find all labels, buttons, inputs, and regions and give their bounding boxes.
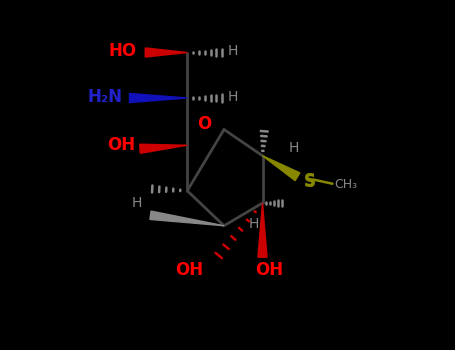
Polygon shape xyxy=(150,211,224,226)
Text: S: S xyxy=(304,172,316,190)
Text: H: H xyxy=(131,196,142,210)
Polygon shape xyxy=(145,48,187,57)
Text: O: O xyxy=(197,115,212,133)
Polygon shape xyxy=(130,93,187,103)
Text: H: H xyxy=(228,44,238,58)
Polygon shape xyxy=(258,203,267,257)
Text: H: H xyxy=(228,90,238,104)
Text: S: S xyxy=(304,173,316,191)
Text: OH: OH xyxy=(175,261,203,279)
Text: HO: HO xyxy=(108,42,136,60)
Text: H: H xyxy=(248,217,259,231)
Text: H: H xyxy=(289,141,299,155)
Polygon shape xyxy=(263,156,300,181)
Polygon shape xyxy=(140,144,187,153)
Text: CH₃: CH₃ xyxy=(334,178,357,191)
Text: OH: OH xyxy=(255,261,283,279)
Text: H₂N: H₂N xyxy=(87,88,122,106)
Text: OH: OH xyxy=(106,136,135,154)
